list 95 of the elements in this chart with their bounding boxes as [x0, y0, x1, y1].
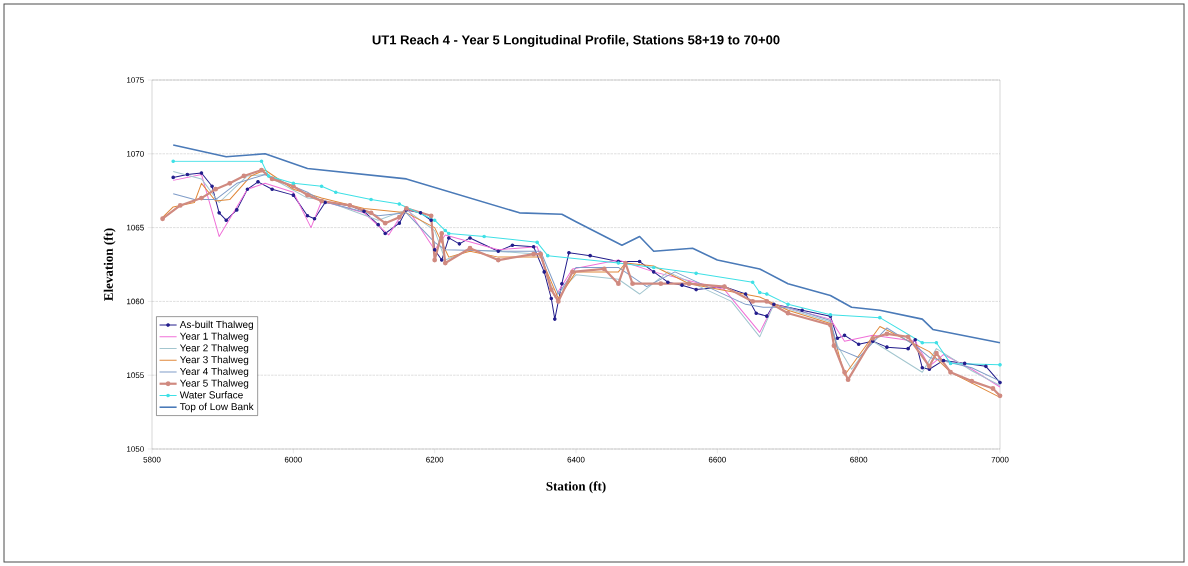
point [199, 195, 204, 201]
x-tick-label: 6800 [850, 456, 868, 463]
point [305, 192, 310, 198]
point [538, 251, 544, 257]
y-axis-title: Elevation (ft) [103, 228, 116, 301]
point [785, 310, 791, 316]
point [686, 281, 692, 287]
point [171, 159, 175, 163]
point [786, 302, 790, 307]
x-tick-label: 6000 [284, 456, 302, 463]
legend-label: Top of Low Bank [179, 402, 254, 413]
point [428, 213, 434, 219]
line-series [172, 144, 1001, 344]
point [601, 266, 607, 272]
point [630, 281, 635, 287]
point [443, 228, 448, 233]
legend-label: Year 3 Thalweg [179, 355, 249, 366]
point [439, 231, 445, 236]
point [319, 184, 324, 189]
y-tick-label: 1060 [127, 298, 144, 305]
point [531, 251, 537, 257]
point [535, 240, 539, 245]
legend-label: Year 5 Thalweg [179, 379, 249, 389]
point [694, 271, 698, 276]
y-tick-label: 1055 [127, 372, 144, 379]
x-tick-label: 6200 [426, 456, 444, 463]
point [623, 260, 628, 266]
point [259, 167, 264, 173]
x-tick-label: 6400 [567, 456, 585, 463]
point [750, 299, 756, 304]
point [177, 203, 183, 208]
point [765, 292, 769, 296]
point [447, 231, 451, 236]
point [259, 159, 264, 163]
point [878, 315, 882, 320]
point [319, 198, 324, 204]
point [934, 350, 939, 356]
point [658, 281, 664, 287]
point [990, 386, 996, 391]
point [905, 334, 911, 340]
x-tick-label: 5800 [143, 456, 161, 463]
legend-label: As-built Thalweg [179, 320, 253, 330]
point [870, 335, 876, 341]
y-tick-label: 1050 [127, 446, 144, 452]
point [213, 186, 218, 192]
point [382, 220, 388, 226]
point [920, 340, 925, 345]
point [227, 180, 233, 186]
point [926, 363, 932, 369]
point [934, 340, 939, 345]
point [368, 210, 374, 216]
point [495, 257, 501, 263]
point [432, 257, 438, 263]
point [269, 176, 275, 182]
point [266, 174, 271, 178]
point [616, 281, 621, 287]
point [948, 361, 953, 366]
y-tick-label: 1075 [127, 77, 144, 83]
point [555, 299, 561, 304]
point [842, 369, 847, 375]
point [764, 299, 770, 304]
x-axis-title: Station (ft) [546, 481, 606, 494]
point [432, 218, 437, 223]
point [241, 173, 247, 179]
legend-label: Year 4 Thalweg [179, 367, 249, 377]
point [998, 363, 1002, 367]
y-tick-label: 1065 [127, 224, 144, 231]
chart-title: UT1 Reach 4 - Year 5 Longitudinal Profile, Stations 58+19 to 70+00 [372, 34, 780, 48]
point [831, 343, 837, 349]
point [548, 287, 554, 292]
point [397, 202, 402, 206]
point [884, 331, 890, 337]
point [750, 280, 755, 285]
point [828, 322, 833, 328]
legend-label: Water Surface [179, 391, 243, 399]
legend-label: Year 1 Thalweg [179, 332, 249, 342]
point [545, 253, 550, 258]
x-tick-label: 6600 [708, 456, 726, 463]
point [845, 377, 851, 383]
point [369, 197, 373, 202]
x-tick-label: 7000 [991, 456, 1009, 463]
point [333, 190, 338, 194]
point [160, 216, 166, 222]
point [969, 378, 975, 384]
y-tick-label: 1070 [127, 150, 144, 157]
point [396, 214, 402, 220]
point [651, 265, 656, 270]
point [948, 369, 953, 375]
legend-label: Year 2 Thalweg [179, 344, 249, 354]
point [482, 234, 486, 239]
point [570, 269, 575, 275]
point [467, 245, 473, 251]
point [442, 260, 448, 266]
point [997, 393, 1003, 399]
point [757, 290, 762, 295]
